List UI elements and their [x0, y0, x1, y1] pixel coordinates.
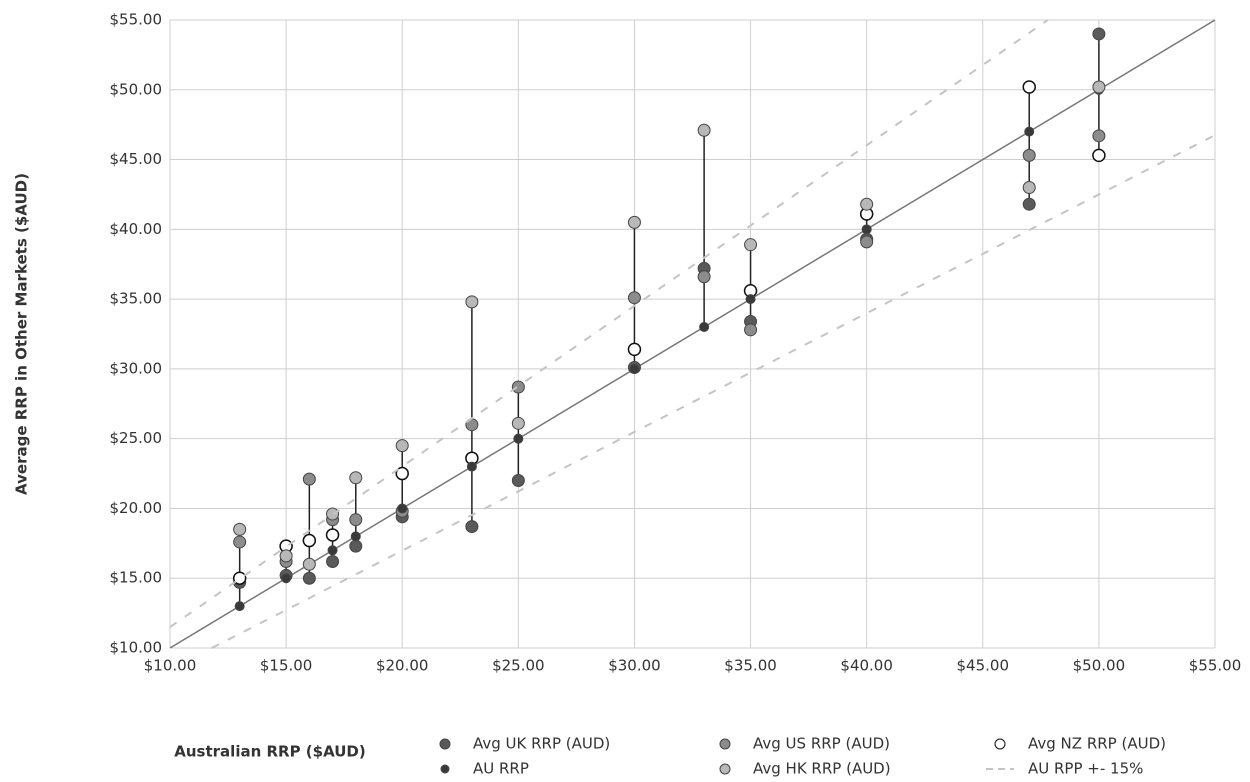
x-tick-label: $10.00	[144, 657, 197, 675]
legend-label: Avg UK RRP (AUD)	[473, 735, 610, 753]
legend-label: AU RPP +- 15%	[1028, 760, 1143, 778]
point	[511, 416, 525, 430]
x-tick-label: $25.00	[492, 657, 545, 675]
point	[233, 535, 247, 549]
point	[465, 520, 479, 534]
point	[627, 291, 641, 305]
x-tick-label: $40.00	[840, 657, 893, 675]
point	[699, 322, 710, 333]
point	[629, 363, 640, 374]
point	[1092, 80, 1106, 94]
x-tick-label: $50.00	[1073, 657, 1126, 675]
point	[1022, 80, 1036, 94]
x-tick-label: $45.00	[957, 657, 1010, 675]
point	[302, 557, 316, 571]
point	[511, 380, 525, 394]
point	[1092, 27, 1106, 41]
point	[697, 123, 711, 137]
y-tick-label: $45.00	[110, 150, 163, 168]
band-line	[169, 19, 1216, 649]
point	[744, 323, 758, 337]
y-tick-label: $35.00	[110, 290, 163, 308]
y-tick-label: $30.00	[110, 359, 163, 377]
point	[279, 549, 293, 563]
y-tick-label: $55.00	[110, 11, 163, 29]
y-tick-label: $15.00	[110, 569, 163, 587]
point	[302, 571, 316, 585]
point	[302, 472, 316, 486]
point	[861, 224, 872, 235]
point	[397, 503, 408, 514]
x-tick-label: $30.00	[608, 657, 661, 675]
point	[326, 507, 340, 521]
point	[1092, 129, 1106, 143]
y-tick-label: $40.00	[110, 220, 163, 238]
legend-marker	[439, 738, 451, 750]
point	[513, 433, 524, 444]
y-axis-title: Average RRP in Other Markets ($AUD)	[13, 173, 31, 495]
y-tick-label: $20.00	[110, 499, 163, 517]
legend-label: AU RRP	[473, 760, 529, 778]
y-tick-label: $25.00	[110, 429, 163, 447]
legend-marker	[440, 764, 450, 774]
x-tick-label: $20.00	[376, 657, 429, 675]
legend-marker	[719, 738, 731, 750]
point	[350, 531, 361, 542]
point	[395, 466, 409, 481]
x-axis-title: Australian RRP ($AUD)	[174, 743, 365, 761]
legend-label: Avg HK RRP (AUD)	[753, 760, 891, 778]
point	[744, 238, 758, 252]
y-tick-label: $50.00	[110, 80, 163, 98]
point	[349, 471, 363, 485]
point	[349, 539, 363, 553]
point	[281, 573, 292, 584]
parity-line	[169, 19, 1216, 649]
point	[232, 571, 247, 585]
x-tick-label: $55.00	[1189, 657, 1242, 675]
x-tick-label: $15.00	[260, 657, 313, 675]
point	[349, 513, 363, 527]
point	[697, 270, 711, 284]
point	[627, 215, 641, 229]
point	[302, 533, 317, 548]
point	[511, 474, 525, 488]
point	[627, 342, 642, 357]
point	[465, 295, 479, 309]
x-tick-label: $35.00	[724, 657, 777, 675]
point	[745, 294, 756, 305]
point	[233, 522, 247, 536]
point	[1024, 126, 1035, 137]
point	[466, 461, 477, 472]
point	[234, 601, 245, 612]
legend-marker	[994, 738, 1006, 750]
point	[1022, 148, 1036, 162]
legend-label: Avg US RRP (AUD)	[753, 735, 890, 753]
point	[327, 545, 338, 556]
legend-label: Avg NZ RRP (AUD)	[1028, 735, 1166, 753]
point	[1022, 197, 1036, 211]
point	[395, 439, 409, 453]
point	[1092, 148, 1106, 163]
point	[325, 528, 340, 542]
point	[1022, 180, 1036, 194]
legend-marker	[719, 763, 731, 775]
point	[326, 554, 340, 568]
point	[860, 235, 874, 249]
point	[860, 197, 874, 211]
y-tick-label: $10.00	[110, 639, 163, 657]
